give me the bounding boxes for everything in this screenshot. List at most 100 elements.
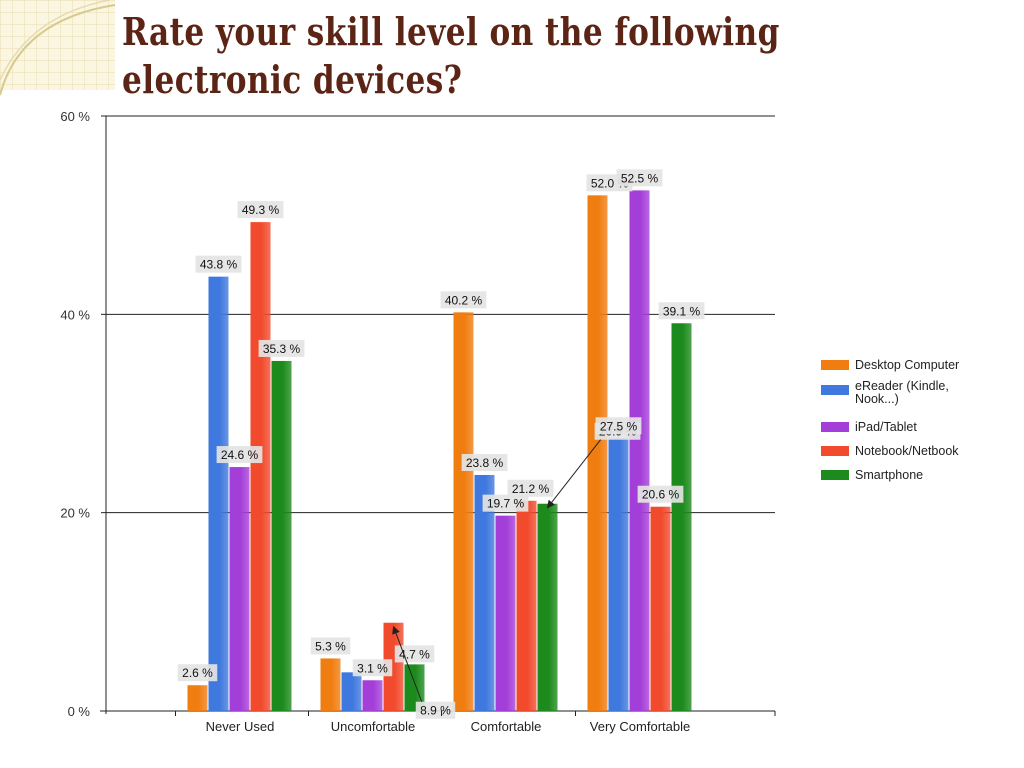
legend: Desktop Computer eReader (Kindle,Nook...)… [821, 358, 959, 482]
data-label-box [310, 637, 351, 655]
bar-never-used-notebook-netbook [250, 222, 271, 711]
data-label-box [658, 302, 705, 320]
legend-label: Smartphone [855, 468, 923, 482]
data-label-text: 23.8 % [466, 456, 504, 470]
data-label-text: 4.7 % [399, 647, 430, 661]
y-tick-label: 40 % [60, 307, 90, 322]
data-label-text: 39.1 % [663, 304, 701, 318]
bar-uncomfortable-ipad-tablet [362, 680, 383, 711]
bars [187, 190, 692, 712]
legend-swatch [821, 385, 849, 395]
data-label-text: 19.7 % [487, 497, 525, 511]
bar-comfortable-ipad-tablet [495, 515, 516, 711]
legend-swatch [821, 470, 849, 480]
data-label-uncomfortable-desktop-computer: 5.3 % [310, 637, 351, 655]
label-leader-arrow [546, 439, 601, 509]
data-label-very-comfortable-ipad-tablet: 52.5 % [616, 169, 663, 187]
bar-very-comfortable-desktop-computer [587, 195, 608, 712]
label-leader-arrow [392, 625, 423, 702]
data-label-box [195, 255, 242, 273]
y-tick-label: 20 % [60, 506, 90, 521]
legend-swatch [821, 422, 849, 432]
legend-item-ereader-kindle-nook: eReader (Kindle,Nook...) [821, 379, 949, 406]
legend-item-desktop-computer: Desktop Computer [821, 358, 959, 372]
data-label-text: 2.6 % [182, 666, 213, 680]
data-label-text: 52.5 % [621, 171, 659, 185]
data-label-text: 21.2 % [512, 482, 550, 496]
data-label-box [237, 201, 284, 219]
data-label-box [177, 664, 218, 682]
legend-label: iPad/Tablet [855, 420, 917, 434]
legend-item-ipad-tablet: iPad/Tablet [821, 420, 917, 434]
bar-comfortable-smartphone [537, 503, 558, 711]
legend-item-notebook-netbook: Notebook/Netbook [821, 444, 959, 458]
data-label-text: 35.3 % [263, 342, 301, 356]
data-label-uncomfortable-smartphone: 4.7 % [394, 645, 435, 663]
data-label-box [595, 417, 642, 435]
data-label-uncomfortable-ipad-tablet: 3.1 % [352, 659, 393, 677]
data-label-text: 5.3 % [315, 639, 346, 653]
data-label-text: 40.2 % [445, 293, 483, 307]
data-label-comfortable-notebook-netbook: 21.2 % [507, 479, 554, 497]
y-tick-label: 0 % [68, 704, 91, 719]
y-tick-labels: 0 % 20 % 40 % 60 % [60, 109, 90, 719]
data-label-text: 27.5 % [600, 419, 638, 433]
data-label-comfortable-desktop-computer: 40.2 % [440, 291, 487, 309]
data-label-text: 24.6 % [221, 448, 259, 462]
bar-uncomfortable-notebook-netbook [383, 622, 404, 711]
y-tick-label: 60 % [60, 109, 90, 124]
legend-swatch [821, 446, 849, 456]
legend-item-smartphone: Smartphone [821, 468, 923, 482]
bar-never-used-desktop-computer [187, 685, 208, 711]
bar-uncomfortable-ereader-kindle-nook [341, 672, 362, 711]
data-label-box [637, 485, 684, 503]
bar-comfortable-ereader-kindle-nook [474, 474, 495, 711]
data-label-box [507, 479, 554, 497]
data-label-box [461, 453, 508, 471]
bar-very-comfortable-smartphone [671, 323, 692, 711]
x-tick-label-very-comfortable: Very Comfortable [590, 719, 690, 734]
data-label-comfortable-ereader-kindle-nook: 23.8 % [461, 453, 508, 471]
bar-very-comfortable-ipad-tablet [629, 190, 650, 711]
data-label-never-used-smartphone: 35.3 % [258, 339, 305, 357]
data-label-box [440, 291, 487, 309]
data-label-box [415, 701, 456, 719]
data-label-never-used-ereader-kindle-nook: 43.8 % [195, 255, 242, 273]
bar-never-used-smartphone [271, 360, 292, 711]
data-label-box [258, 339, 305, 357]
x-tick-label-comfortable: Comfortable [471, 719, 542, 734]
data-label-text: 43.8 % [200, 258, 238, 272]
data-label-text: 3.1 % [357, 661, 388, 675]
slide-title: Rate your skill level on the following e… [122, 9, 780, 102]
data-label-text: 49.3 % [242, 203, 280, 217]
bar-never-used-ereader-kindle-nook [208, 276, 229, 711]
data-label-never-used-ipad-tablet: 24.6 % [216, 446, 263, 464]
x-tick-label-never-used: Never Used [206, 719, 275, 734]
data-label-box [394, 645, 435, 663]
legend-label: eReader (Kindle, [855, 379, 949, 393]
data-labels: 2.6 % 43.8 % 24.6 % 49.3 % 35.3 % 5.3 % 3.1 % 8… [177, 169, 705, 719]
data-label-box [216, 446, 263, 464]
legend-label: Desktop Computer [855, 358, 959, 372]
data-label-comfortable-ipad-tablet: 19.7 % [482, 494, 529, 512]
data-label-uncomfortable-notebook-netbook: 8.9 % [415, 701, 456, 719]
bar-very-comfortable-ereader-kindle-nook [608, 438, 629, 711]
data-label-text: 20.6 % [642, 488, 680, 502]
bar-uncomfortable-desktop-computer [320, 658, 341, 711]
data-label-never-used-notebook-netbook: 49.3 % [237, 201, 284, 219]
bar-uncomfortable-smartphone [404, 664, 425, 711]
data-label-very-comfortable-ereader-kindle-nook: 27.5 % [595, 417, 642, 435]
data-label-box [482, 494, 529, 512]
legend-label: Nook...) [855, 392, 899, 406]
data-label-box [352, 659, 393, 677]
data-label-text: 8.9 % [420, 704, 451, 718]
data-label-never-used-desktop-computer: 2.6 % [177, 664, 218, 682]
x-tick-label-uncomfortable: Uncomfortable [331, 719, 416, 734]
data-label-very-comfortable-smartphone: 39.1 % [658, 302, 705, 320]
data-label-very-comfortable-notebook-netbook: 20.6 % [637, 485, 684, 503]
bar-never-used-ipad-tablet [229, 467, 250, 711]
data-label-box [616, 169, 663, 187]
category-labels: Never Used Uncomfortable Comfortable Very C… [175, 711, 776, 734]
corner-decoration [0, 0, 116, 96]
